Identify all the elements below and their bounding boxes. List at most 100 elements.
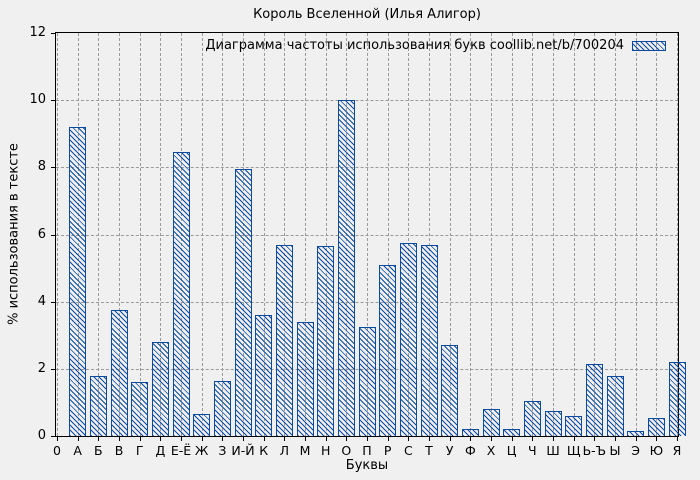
x-tick-mark xyxy=(346,437,348,441)
x-tick-label: О xyxy=(341,443,352,458)
legend: Диаграмма частоты использования букв coo… xyxy=(205,38,666,53)
x-tick-label: С xyxy=(403,443,413,458)
chart-title: Король Вселенной (Илья Алигор) xyxy=(253,7,481,22)
x-gridline xyxy=(594,33,596,436)
x-tick-label: Л xyxy=(279,443,290,458)
x-tick-mark xyxy=(615,437,616,441)
x-gridline xyxy=(511,33,513,436)
x-tick-mark xyxy=(243,437,244,441)
x-tick-label: У xyxy=(445,443,454,458)
x-tick-mark xyxy=(677,437,678,441)
bar-Ь-Ъ xyxy=(585,363,603,436)
x-tick-mark xyxy=(429,437,430,441)
plot-area: Диаграмма частоты использования букв coo… xyxy=(55,32,686,437)
x-tick-label: Щ xyxy=(566,443,581,458)
x-tick-mark xyxy=(119,437,120,441)
y-tick-label: 10 xyxy=(29,92,46,108)
x-tick-label: Р xyxy=(383,443,392,458)
bar-Ф xyxy=(461,429,479,436)
x-tick-mark xyxy=(573,437,575,441)
bar-Ц xyxy=(503,429,521,436)
bar-Ж xyxy=(193,414,211,436)
x-tick-label: Ы xyxy=(609,443,621,458)
x-tick-label: Ж xyxy=(194,443,209,458)
y-tick-label: 0 xyxy=(37,428,46,443)
y-tick-mark xyxy=(51,301,56,303)
x-tick-label: Т xyxy=(425,443,433,458)
x-tick-mark xyxy=(181,437,182,441)
x-gridline xyxy=(139,33,141,436)
x-tick-label: Ь-Ъ xyxy=(582,443,607,458)
x-tick-label: М xyxy=(299,443,311,458)
bar-Щ xyxy=(565,415,583,436)
bar-Ю xyxy=(647,417,665,436)
bar-Д xyxy=(151,341,169,436)
x-tick-label: Г xyxy=(135,443,144,458)
bar-Р xyxy=(379,264,397,436)
bar-З xyxy=(213,380,231,436)
x-axis-title: Буквы xyxy=(345,458,389,473)
x-gridline xyxy=(263,33,265,436)
bar-И-Й xyxy=(234,169,252,436)
x-gridline xyxy=(491,33,492,436)
x-tick-label: 0 xyxy=(53,443,61,458)
x-tick-mark xyxy=(511,437,513,441)
x-tick-label: П xyxy=(362,443,372,458)
x-tick-mark xyxy=(449,437,451,441)
x-gridline xyxy=(305,33,306,436)
x-tick-label: Э xyxy=(631,443,641,458)
x-tick-label: Е-Ё xyxy=(170,443,192,458)
y-tick-mark xyxy=(51,234,56,236)
x-gridline xyxy=(408,33,410,436)
x-tick-mark xyxy=(284,437,286,441)
x-tick-label: К xyxy=(259,443,269,458)
x-tick-mark xyxy=(387,437,389,441)
bar-С xyxy=(399,242,417,436)
y-tick-mark xyxy=(51,100,56,102)
x-gridline xyxy=(429,33,430,436)
bar-Н xyxy=(317,246,335,436)
x-gridline xyxy=(656,33,658,436)
bar-Ш xyxy=(544,410,562,436)
bar-М xyxy=(296,321,314,436)
bar-Л xyxy=(275,244,293,436)
x-gridline xyxy=(284,33,286,436)
x-tick-mark xyxy=(491,437,492,441)
x-tick-mark xyxy=(635,437,637,441)
x-tick-label: А xyxy=(73,443,82,458)
y-tick-label: 12 xyxy=(29,25,46,40)
bar-Т xyxy=(420,244,438,436)
x-tick-mark xyxy=(325,437,327,441)
x-tick-mark xyxy=(594,437,596,441)
x-gridline xyxy=(449,33,451,436)
x-tick-mark xyxy=(408,437,410,441)
x-tick-label: Ю xyxy=(649,443,664,458)
x-tick-mark xyxy=(57,437,58,441)
bars-layer xyxy=(56,33,686,436)
y-tick-label: 8 xyxy=(37,159,46,175)
x-tick-label: Ш xyxy=(546,443,560,458)
x-gridline xyxy=(57,33,58,436)
x-tick-mark xyxy=(222,437,224,441)
bar-Б xyxy=(89,375,107,436)
x-tick-mark xyxy=(532,437,534,441)
bar-В xyxy=(110,310,128,436)
x-tick-label: Х xyxy=(486,443,496,458)
bar-Х xyxy=(482,409,500,436)
bar-О xyxy=(337,100,355,436)
x-tick-mark xyxy=(139,437,141,441)
bar-Ч xyxy=(523,400,541,436)
x-tick-mark xyxy=(470,437,472,441)
x-tick-label: Ц xyxy=(506,443,517,458)
x-tick-mark xyxy=(263,437,265,441)
bar-Э xyxy=(627,430,645,436)
y-tick-mark xyxy=(51,33,56,34)
x-gridline xyxy=(222,33,224,436)
bar-К xyxy=(255,315,273,436)
bar-Е-Ё xyxy=(172,152,190,436)
x-gridline xyxy=(98,33,100,436)
x-tick-label: Ф xyxy=(464,443,476,458)
x-gridline xyxy=(615,33,616,436)
bar-У xyxy=(441,345,459,436)
x-tick-label: Ч xyxy=(528,443,537,458)
